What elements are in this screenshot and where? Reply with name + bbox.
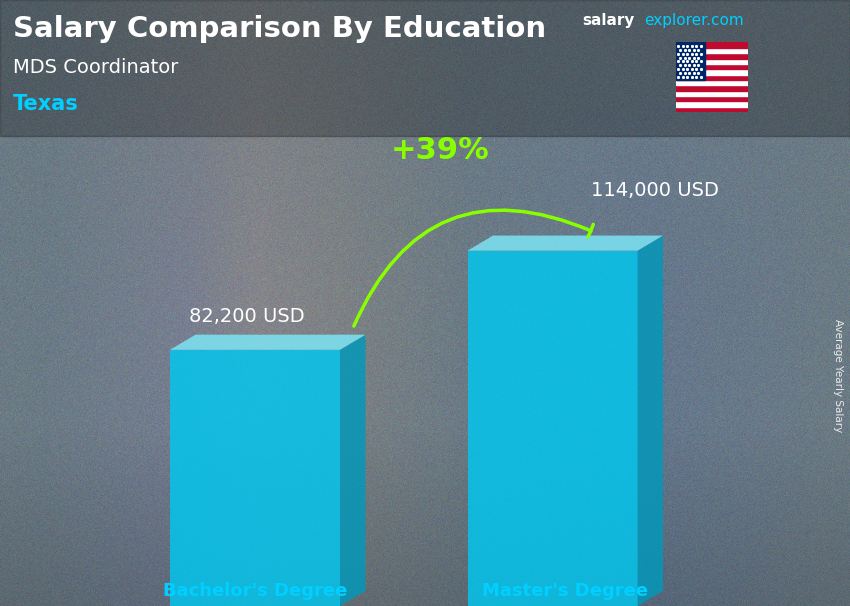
Text: explorer.com: explorer.com — [644, 13, 744, 28]
Bar — [0, 0, 850, 136]
Bar — [676, 64, 748, 69]
Polygon shape — [468, 236, 663, 251]
Bar — [676, 107, 748, 112]
Polygon shape — [638, 236, 663, 606]
Text: MDS Coordinator: MDS Coordinator — [13, 58, 178, 76]
Bar — [676, 48, 748, 53]
Bar — [676, 42, 748, 48]
Bar — [676, 59, 748, 64]
Bar — [676, 42, 705, 80]
Text: Salary Comparison By Education: Salary Comparison By Education — [13, 15, 546, 43]
Text: 82,200 USD: 82,200 USD — [189, 307, 304, 326]
Bar — [676, 96, 748, 101]
Text: Texas: Texas — [13, 94, 78, 114]
Text: Bachelor's Degree: Bachelor's Degree — [163, 582, 347, 600]
Bar — [676, 101, 748, 107]
Bar — [676, 80, 748, 85]
Polygon shape — [170, 335, 366, 350]
Text: salary: salary — [582, 13, 635, 28]
Polygon shape — [468, 251, 638, 606]
Text: 114,000 USD: 114,000 USD — [591, 181, 718, 199]
Polygon shape — [340, 335, 366, 606]
Bar — [676, 53, 748, 59]
Text: +39%: +39% — [390, 136, 490, 165]
Text: Average Yearly Salary: Average Yearly Salary — [833, 319, 843, 432]
Text: Master's Degree: Master's Degree — [482, 582, 649, 600]
Bar — [676, 85, 748, 91]
Bar — [676, 91, 748, 96]
Bar — [676, 69, 748, 75]
Bar — [676, 75, 748, 80]
Polygon shape — [170, 350, 340, 606]
